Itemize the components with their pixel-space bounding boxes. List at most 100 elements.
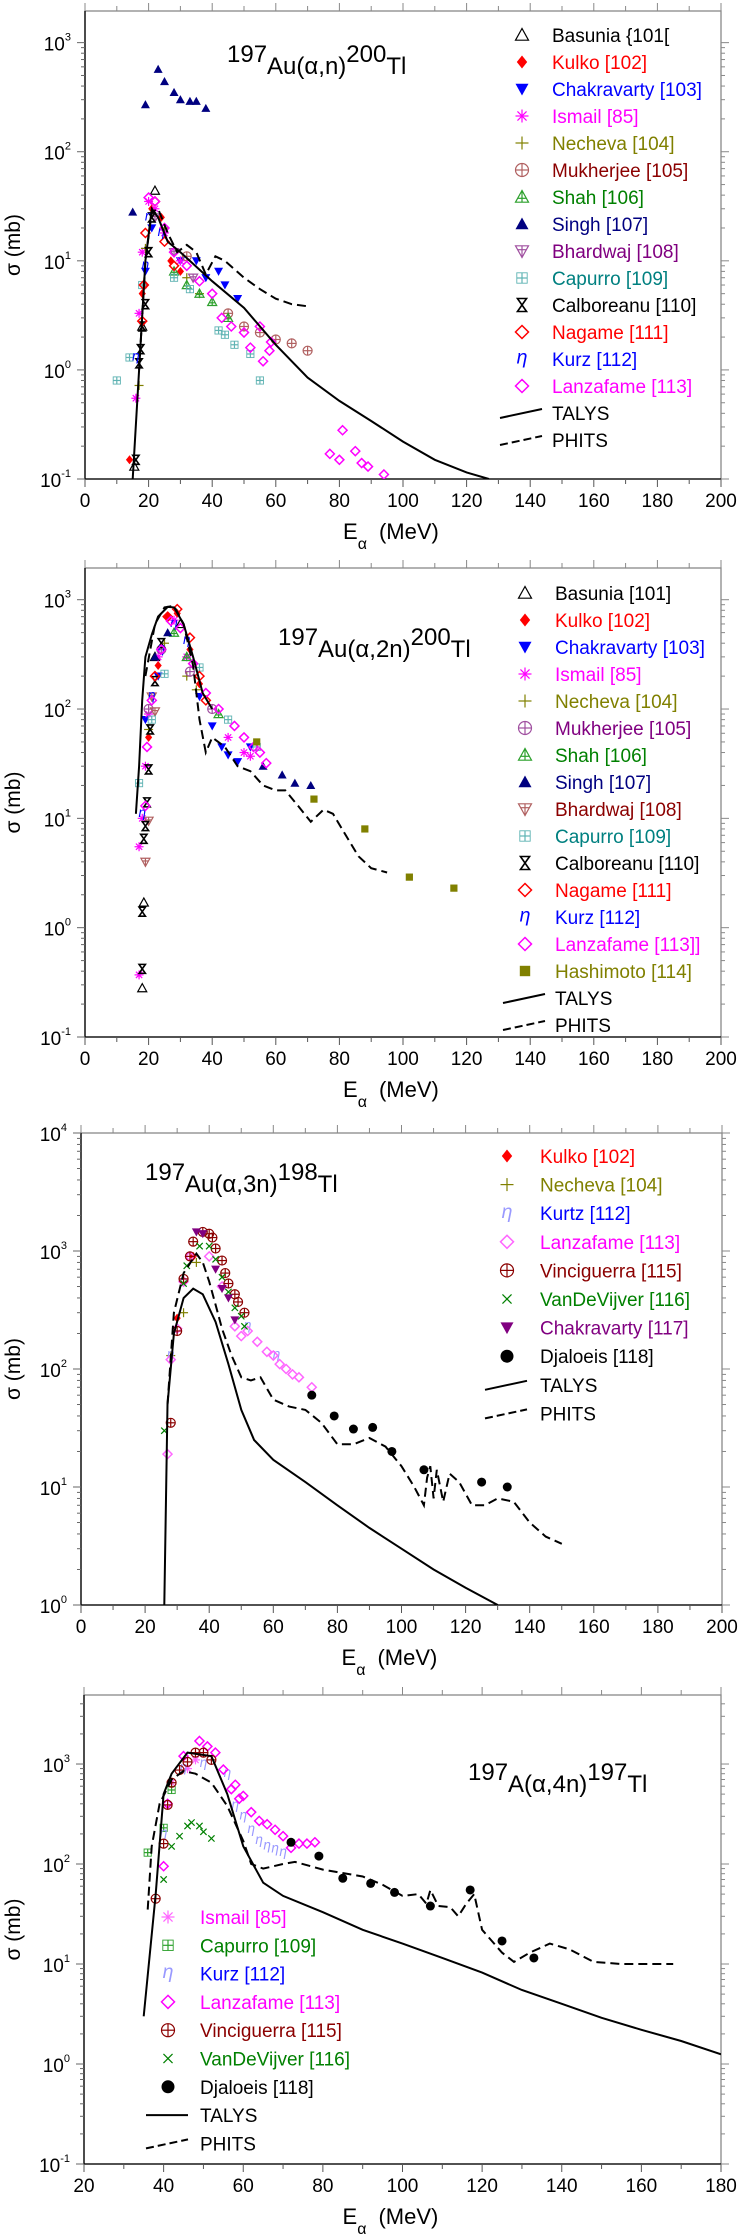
data-point [261,1818,273,1830]
legend-label: Capurro [109] [555,827,671,848]
data-point [196,1242,204,1250]
data-point: η [158,641,166,656]
legend-item: Ismail [85] [515,107,639,128]
data-point [238,731,250,743]
series-lanzafame-113 [158,1735,321,1872]
data-point: η [145,209,153,224]
data-point [269,1824,281,1836]
data-point [529,1953,539,1963]
svg-text:η: η [247,1821,255,1836]
legend-label: PHITS [555,1016,611,1037]
legend-item: VanDeVijver [116] [163,2050,350,2071]
x-cross-icon [502,1294,512,1304]
data-point [145,732,153,742]
data-point: η [138,805,146,820]
triangle-up-filled-icon [515,217,529,230]
triangle-up-open-icon [517,585,533,599]
series-talys-curve [134,605,214,814]
data-point [191,96,201,105]
data-point [216,312,228,324]
x-tick-label: 20 [138,1049,159,1070]
legend-item: Shah [106] [514,188,644,209]
x-tick-label: 80 [329,491,350,512]
series-phits-curve [138,207,311,370]
series-talys-curve [163,1287,499,1605]
legend-label: Vinciguerra [115] [540,1261,682,1282]
circle-plus-icon [499,1263,515,1278]
x-tick-label: 180 [642,1617,674,1638]
legend-label: Calboreanu [110] [552,296,696,317]
data-point [242,1325,254,1337]
data-point [140,820,151,832]
legend-item: Lanzafame [113] [499,1233,680,1254]
data-point [337,424,349,436]
series-singh-107 [128,64,211,216]
dashed-line-icon [145,2138,189,2150]
legend-label: Vinciguerra [115] [200,2021,342,2042]
data-point [175,95,185,104]
data-point [245,751,255,761]
legend-item: Calboreanu [110] [518,854,699,875]
square-plus-icon [516,272,528,284]
data-point [465,1885,475,1895]
x-tick-label: 200 [705,491,737,512]
data-point [309,1836,321,1848]
data-point [212,1255,220,1263]
data-point [233,295,243,304]
data-point [147,212,157,223]
plus-icon [500,1178,514,1192]
legend-item: Lanzafame [113]] [517,935,700,956]
data-point [239,748,249,758]
data-point [419,1465,429,1475]
data-point [128,460,140,471]
legend-item: Djaloeis [118] [161,2078,314,2099]
legend-item: Basunia [101] [517,584,671,605]
x-tick-label: 200 [706,1617,738,1638]
legend-item: Lanzafame [113] [514,377,692,398]
eta-icon: η [163,1961,174,1983]
series-vinciguerra-115 [165,1226,250,1428]
diamond-open-icon [514,378,530,394]
data-point [223,1294,233,1303]
legend-item: TALYS [146,2106,257,2127]
legend-label: Kurz [112] [200,1965,285,1986]
plus-icon [518,694,532,708]
data-point [176,266,184,276]
data-point [134,970,144,980]
data-point [146,694,158,706]
legend-item: Necheva [104] [518,692,678,713]
data-point: η [200,1755,208,1770]
legend-item: Chakravarty [117] [500,1319,689,1340]
x-tick-label: 80 [327,1617,348,1638]
data-point [257,355,269,367]
x-tick-label: 140 [546,2176,578,2197]
x-tick-label: 100 [387,491,419,512]
data-point [216,1255,228,1266]
plus-icon [515,136,529,150]
y-axis-label: σ (mb) [2,1899,25,1961]
x-tick-label: 160 [578,491,610,512]
data-point [260,757,272,769]
triangle-up-filled-icon [518,775,532,788]
x-tick-label: 160 [626,2176,658,2197]
y-tick-label: 101 [43,1953,70,1977]
data-point [136,982,148,993]
diamond-filled-icon [501,1149,513,1163]
data-point [160,1875,168,1884]
svg-text:η: η [145,209,153,224]
chart-title: 197Au(α,n)200Tl [227,41,406,80]
data-point [206,288,218,300]
eta-icon: η [502,1201,513,1223]
x-tick-label: 120 [451,1049,483,1070]
data-point [277,1830,289,1842]
x-tick-label: 160 [578,1617,610,1638]
svg-text:η: η [160,1825,168,1840]
legend-label: Capurro [109] [200,1936,316,1957]
data-point [220,330,229,339]
legend-label: Chakravarty [103] [555,638,705,659]
svg-text:η: η [520,905,531,927]
svg-text:η: η [517,347,528,369]
data-point [150,652,160,661]
